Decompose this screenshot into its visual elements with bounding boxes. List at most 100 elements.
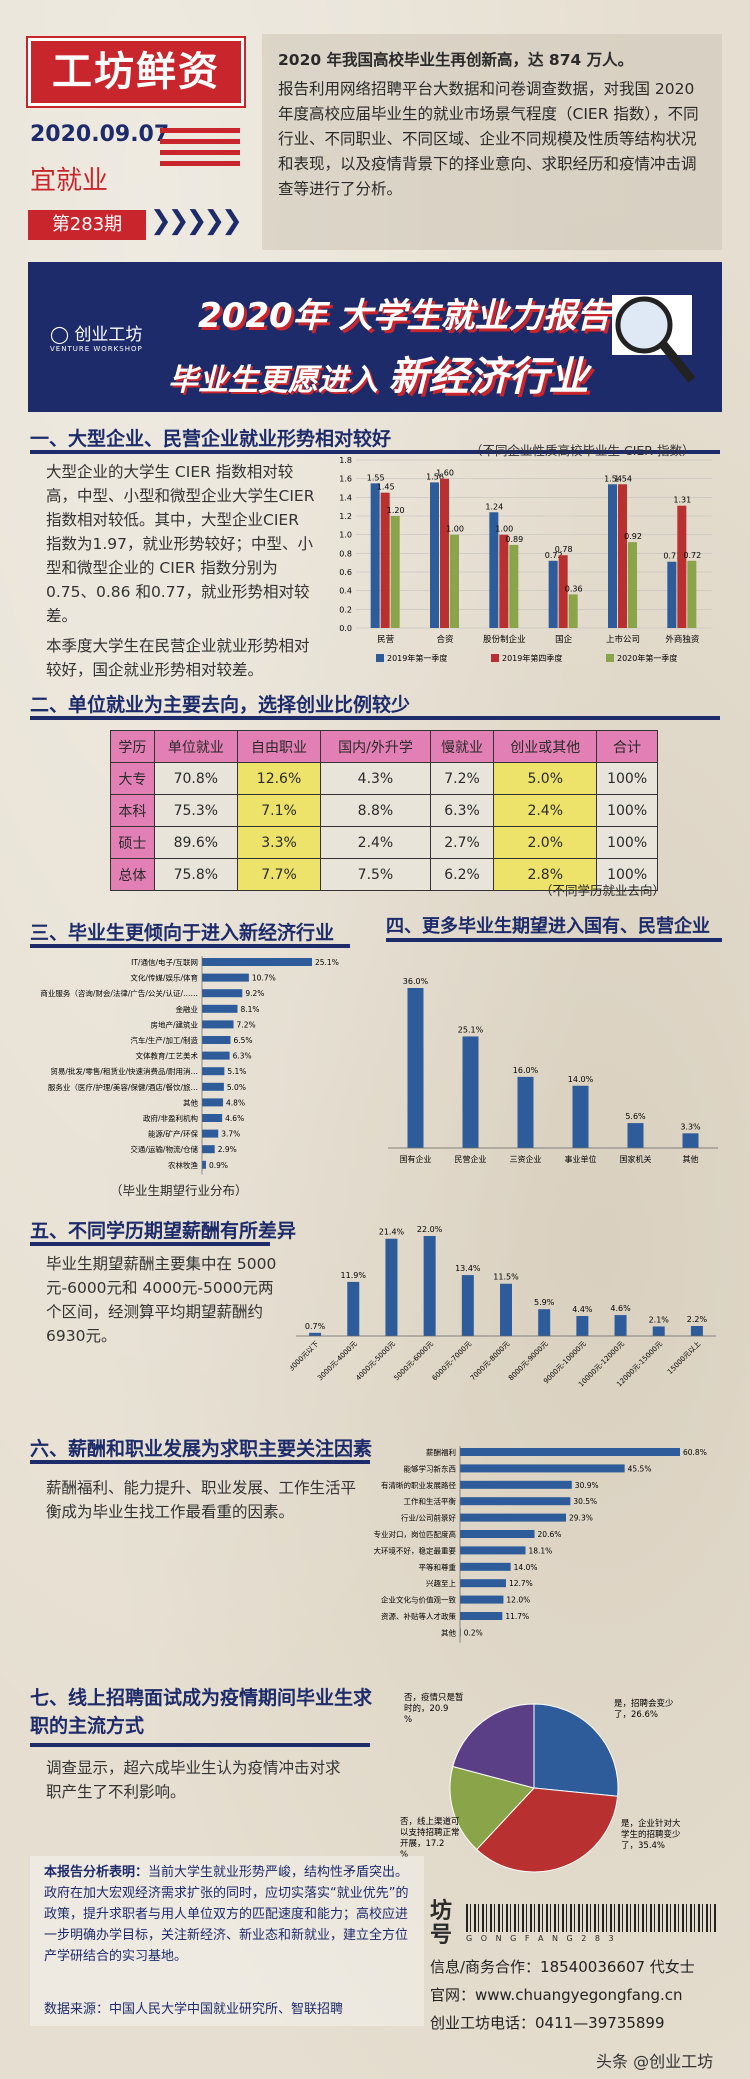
watermark: 头条 @创业工坊 xyxy=(596,2052,714,2071)
data-label: 0.78 xyxy=(555,545,573,554)
y-tick-label: 贸易/批发/零售/租赁业/快速消费品/耐用消… xyxy=(50,1066,198,1076)
bar xyxy=(568,594,578,628)
x-tick-label: 股份制企业 xyxy=(483,634,526,645)
banner-sub1: 毕业生更愿进入 xyxy=(168,363,389,398)
y-tick-label: 1.8 xyxy=(339,456,352,465)
website[interactable]: 官网：www.chuangyegongfang.cn xyxy=(430,1986,683,2004)
x-tick-label: 国企 xyxy=(555,634,573,645)
slice-label: 了，35.4% xyxy=(621,1841,665,1851)
footer-brand: 坊号 xyxy=(430,1899,453,1948)
data-label: 45.5% xyxy=(628,1464,652,1473)
x-tick-label: 其他 xyxy=(683,1154,699,1164)
table-header-cell: 自由职业 xyxy=(236,730,322,763)
bar xyxy=(627,1123,644,1148)
data-label: 10.7% xyxy=(252,974,276,983)
bar xyxy=(517,1076,534,1148)
legend-label: 2020年第一季度 xyxy=(617,653,677,663)
section3-title: 三、毕业生更倾向于进入新经济行业 xyxy=(30,922,335,944)
chart-expected-salary: 0.7% 3000元以下 11.9% 3000元-4000元 21.4% 4000元-50… xyxy=(290,1225,716,1389)
bar xyxy=(202,1067,225,1076)
table-cell: 7.2% xyxy=(429,762,495,795)
table-cell: 75.8% xyxy=(153,858,238,891)
data-label: 1.54 xyxy=(604,474,622,483)
data-label: 3.7% xyxy=(221,1130,240,1139)
bar xyxy=(347,1281,360,1336)
pie-slice xyxy=(533,1703,619,1797)
bar xyxy=(202,1082,224,1091)
table-row: 大专 70.8% 12.6% 4.3% 7.2% 5.0% 100% xyxy=(110,762,658,795)
section2-title: 二、单位就业为主要去向，选择创业比例较少 xyxy=(30,694,411,716)
x-tick-label: 合资 xyxy=(436,634,454,645)
legend-label: 2019年第四季度 xyxy=(502,653,562,663)
banner-subtitle: 毕业生更愿进入 新经济行业 xyxy=(168,344,588,402)
y-tick-label: 政府/非盈利机构 xyxy=(143,1113,199,1123)
section4-underline xyxy=(386,938,722,942)
bar xyxy=(499,534,509,628)
bar xyxy=(667,561,677,628)
table-cell: 100% xyxy=(596,826,658,859)
x-tick-label: 6000元-7000元 xyxy=(431,1340,474,1383)
data-label: 13.4% xyxy=(455,1264,481,1273)
table-cell: 100% xyxy=(596,794,658,827)
table-header-row: 学历 单位就业 自由职业 国内/外升学 慢就业 创业或其他 合计 xyxy=(110,730,658,763)
brand-logo: 工坊鲜资 xyxy=(28,38,244,106)
slice-label: 以支持招聘正常 xyxy=(400,1827,460,1838)
chart3-note: （毕业生期望行业分布） xyxy=(110,1183,248,1198)
table-header-cell: 单位就业 xyxy=(153,730,238,763)
y-tick-label: 兴趣至上 xyxy=(426,1578,456,1588)
chart-job-factors: 薪酬福利 60.8% 能够学习新东西 45.5% 有清晰的职业发展路径 30.9% 工作和生… xyxy=(374,1446,707,1643)
table-cell: 2.7% xyxy=(429,826,495,859)
section4-title: 四、更多毕业生期望进入国有、民营企业 xyxy=(386,916,710,937)
bar xyxy=(202,958,312,966)
y-tick-label: 0.0 xyxy=(339,624,352,633)
intro-box: 2020 年我国高校毕业生再创新高，达 874 万人。 报告利用网络招聘平台大数… xyxy=(262,34,722,250)
data-label: 4.8% xyxy=(226,1098,245,1107)
data-label: 11.7% xyxy=(505,1612,529,1621)
bar xyxy=(461,1275,474,1336)
summary-text: 本报告分析表明：当前大学生就业形势严峻，结构性矛盾突出。政府在加大宏观经济需求扩… xyxy=(44,1862,414,1967)
data-label: 0.71 xyxy=(663,552,681,561)
section7-text: 调查显示，超六成毕业生认为疫情冲击对求职产生了不利影响。 xyxy=(46,1759,341,1801)
table-cell: 12.6% xyxy=(236,762,322,795)
section2-underline xyxy=(30,716,720,720)
data-label: 14.0% xyxy=(514,1563,538,1572)
table-cell: 6.2% xyxy=(429,858,495,891)
data-source: 数据来源：中国人民大学中国就业研究所、智联招聘 xyxy=(44,2002,344,2017)
bar xyxy=(628,542,637,628)
table-cell: 2.4% xyxy=(320,826,431,859)
bar xyxy=(202,1145,215,1154)
bar xyxy=(202,1098,224,1107)
legend-swatch xyxy=(606,654,614,662)
data-label: 1.24 xyxy=(485,502,503,511)
bar xyxy=(202,1020,234,1029)
table-cell: 6.3% xyxy=(429,794,495,827)
bar xyxy=(652,1326,665,1336)
bar xyxy=(202,989,243,998)
y-tick-label: 商业服务（咨询/财会/法律/广告/公关/认证/…… xyxy=(40,988,198,998)
data-label: 0.2% xyxy=(464,1628,483,1637)
data-label: 4.6% xyxy=(610,1304,631,1313)
data-label: 9.2% xyxy=(245,989,264,998)
data-label: 8.1% xyxy=(240,1005,259,1014)
table-header-cell: 创业或其他 xyxy=(493,730,598,763)
section1-underline xyxy=(30,450,720,454)
bar xyxy=(489,512,499,628)
destination-table: 学历 单位就业 自由职业 国内/外升学 慢就业 创业或其他 合计 大专 70.8% 12.6% 4.… xyxy=(110,730,658,891)
table-cell: 7.1% xyxy=(236,794,322,827)
bar xyxy=(460,1562,511,1571)
section6-title: 六、薪酬和职业发展为求职主要关注因素 xyxy=(30,1438,373,1460)
data-label: 1.45 xyxy=(377,483,395,492)
bar xyxy=(462,1036,479,1148)
data-label: 1.55 xyxy=(367,473,385,482)
section6-underline xyxy=(30,1460,370,1464)
bar xyxy=(460,1513,567,1522)
table-row: 总体 75.8% 7.7% 7.5% 6.2% 2.8% 100% xyxy=(110,858,658,891)
chevron-icon: ❯❯❯❯❯ xyxy=(150,206,243,236)
data-label: 25.1% xyxy=(458,1025,484,1034)
data-label: 21.4% xyxy=(379,1228,405,1237)
bar xyxy=(370,483,380,628)
pie-slice xyxy=(476,1787,619,1873)
table-header-cell: 学历 xyxy=(110,730,155,763)
summary-body: 当前大学生就业形势严峻，结构性矛盾突出。政府在加大宏观经济需求扩张的同时，应切实… xyxy=(44,1865,409,1964)
y-tick-label: 服务业（医疗/护理/美容/保健/酒店/餐饮/旅… xyxy=(48,1082,198,1092)
